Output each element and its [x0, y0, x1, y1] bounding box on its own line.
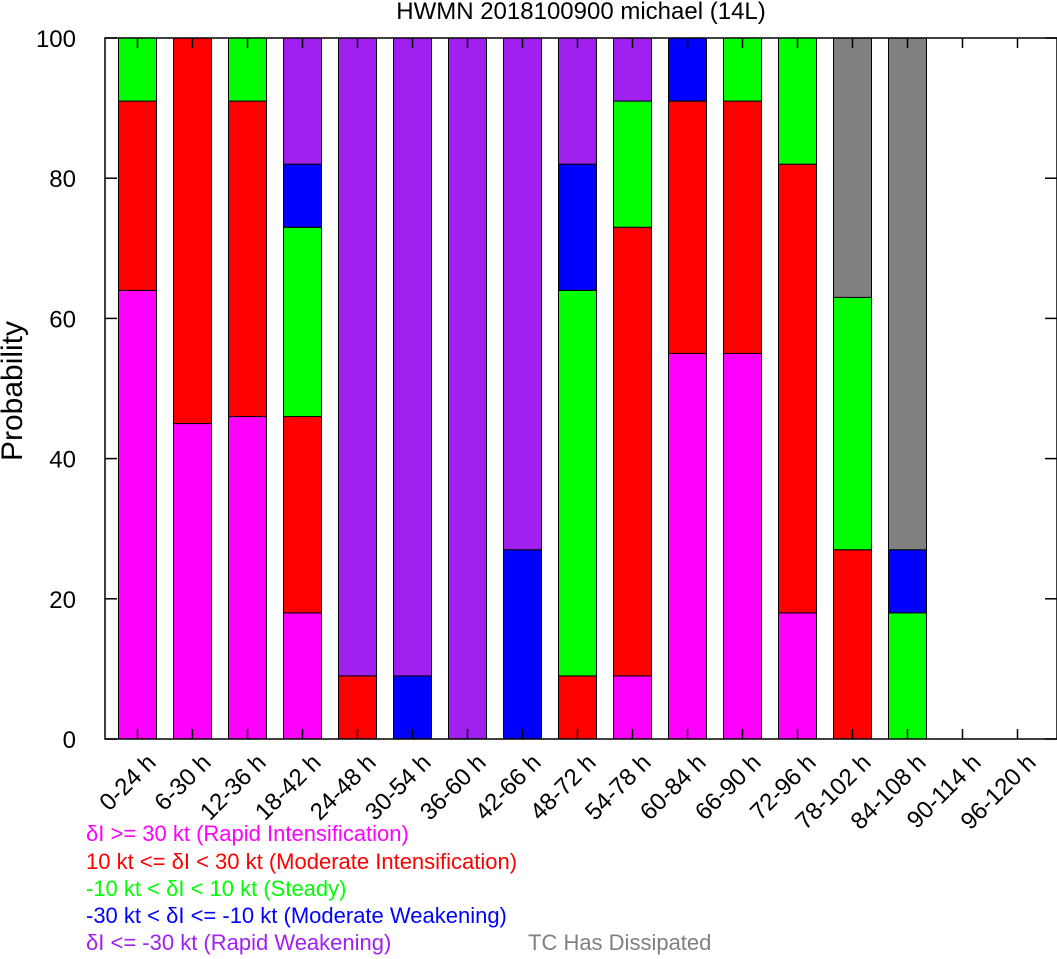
bar-0-24-h-series-1: [118, 289, 157, 740]
bar-48-72-h-series-3: [558, 289, 597, 677]
bar-60-84-h-series-1: [668, 352, 707, 740]
bar-84-108-h-series-3: [888, 612, 927, 740]
legend-entry-10-kt-i-30-kt-moderate-intensification: 10 kt <= δI < 30 kt (Moderate Intensific…: [86, 849, 517, 874]
bars-layer: [118, 37, 927, 740]
legend: δI >= 30 kt (Rapid Intensification) 10 kt…: [86, 821, 711, 955]
legend-entry-i-30-kt-rapid-intensification: δI >= 30 kt (Rapid Intensification): [86, 821, 409, 846]
bar-48-72-h-series-5: [558, 37, 597, 165]
bar-72-96-h-series-1: [778, 612, 817, 740]
y-tick-label-40: 40: [49, 447, 76, 474]
bar-66-90-h-series-1: [723, 352, 762, 740]
bar-54-78-h-series-3: [613, 100, 652, 228]
bar-42-66-h-series-5: [503, 37, 542, 551]
bar-60-84-h-series-4: [668, 37, 707, 102]
bar-48-72-h-series-4: [558, 163, 597, 291]
bar-66-90-h-series-2: [723, 100, 762, 354]
bar-78-102-h-series-6: [833, 37, 872, 298]
bar-72-96-h-series-3: [778, 37, 817, 165]
bar-84-108-h-series-6: [888, 37, 927, 551]
x-tick-label-0-24-h: 0-24 h: [94, 749, 161, 816]
y-tick-label-0: 0: [63, 727, 76, 754]
bar-12-36-h-series-1: [228, 416, 267, 740]
plot-frame: [104, 37, 1057, 740]
bar-72-96-h-series-2: [778, 163, 817, 614]
bar-54-78-h-series-5: [613, 37, 652, 102]
bar-18-42-h-series-2: [283, 416, 322, 614]
bar-42-66-h-series-4: [503, 549, 542, 740]
bar-54-78-h-series-1: [613, 675, 652, 740]
y-axis-label: Probability: [0, 321, 29, 461]
y-tick-label-60: 60: [49, 306, 76, 333]
bar-18-42-h-series-3: [283, 226, 322, 418]
bar-84-108-h-series-4: [888, 549, 927, 614]
bar-30-54-h-series-4: [393, 675, 432, 740]
y-tick-label-80: 80: [49, 166, 76, 193]
legend-entry-tc-has-dissipated: TC Has Dissipated: [528, 930, 711, 955]
bar-18-42-h-series-5: [283, 37, 322, 165]
y-axis: 0 20 40 60 80 100: [36, 26, 1057, 754]
y-tick-label-20: 20: [49, 587, 76, 614]
bar-0-24-h-series-2: [118, 100, 157, 291]
bar-30-54-h-series-5: [393, 37, 432, 677]
bar-54-78-h-series-2: [613, 226, 652, 677]
bar-24-48-h-series-5: [338, 37, 377, 677]
bar-36-60-h-series-5: [448, 37, 487, 740]
bar-78-102-h-series-3: [833, 296, 872, 551]
bar-6-30-h-series-1: [173, 423, 212, 740]
bar-66-90-h-series-3: [723, 37, 762, 102]
bar-0-24-h-series-3: [118, 37, 157, 102]
bar-60-84-h-series-2: [668, 100, 707, 354]
y-tick-label-100: 100: [36, 26, 76, 53]
bar-18-42-h-series-4: [283, 163, 322, 228]
bar-18-42-h-series-1: [283, 612, 322, 740]
bar-78-102-h-series-2: [833, 549, 872, 740]
chart-title: HWMN 2018100900 michael (14L): [396, 0, 766, 25]
legend-entry-30-kt-i-10-kt-moderate-weakening: -30 kt < δI <= -10 kt (Moderate Weakenin…: [86, 903, 507, 928]
legend-entry-i-30-kt-rapid-weakening: δI <= -30 kt (Rapid Weakening): [86, 930, 391, 955]
bar-6-30-h-series-2: [173, 37, 212, 425]
bar-12-36-h-series-2: [228, 100, 267, 418]
bar-12-36-h-series-3: [228, 37, 267, 102]
legend-entry-10-kt-i-10-kt-steady: -10 kt < δI < 10 kt (Steady): [86, 876, 346, 901]
